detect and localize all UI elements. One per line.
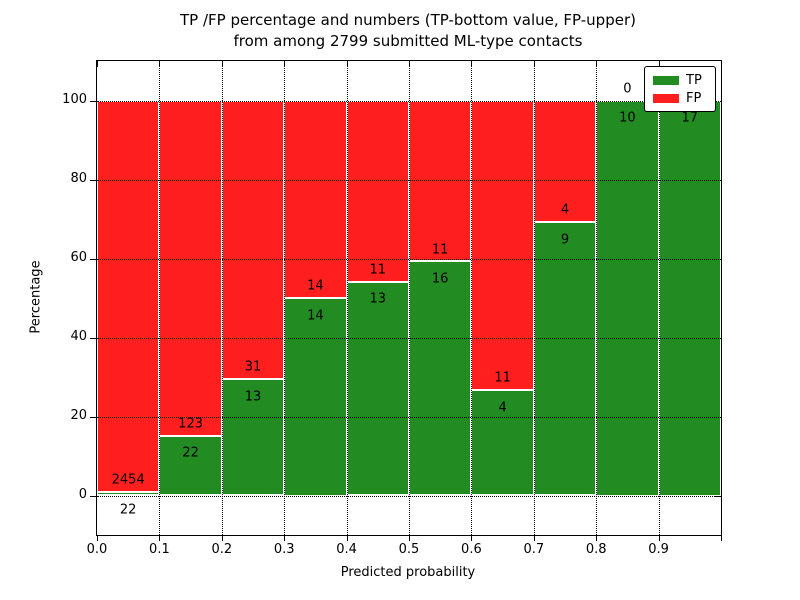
bar-count-label-tp: 14: [307, 308, 324, 324]
bar-segment-tp: [284, 298, 347, 496]
y-axis-label: Percentage: [28, 260, 44, 334]
bar-segment-fp: [346, 100, 409, 282]
bar-segment-tp: [346, 281, 409, 496]
bar-count-label-fp: 11: [431, 242, 449, 258]
bar-segment-tp: [221, 378, 285, 496]
chart-title-line-2: from among 2799 submitted ML-type contac…: [233, 32, 583, 50]
legend-swatch-fp-icon: [653, 93, 679, 103]
bar-count-label-tp: 13: [369, 291, 387, 307]
bar-segment-tp: [159, 435, 222, 496]
x-gridline: [159, 61, 161, 535]
x-tick-mark: [721, 61, 722, 67]
bar-count-label-tp: 22: [119, 502, 137, 518]
legend-label-tp: TP: [686, 72, 702, 88]
bar-count-label-tp: 9: [560, 232, 570, 248]
legend-swatch-tp-icon: [653, 75, 679, 85]
bar-segment-tp: [658, 100, 721, 496]
x-tick-label: 0.3: [273, 542, 295, 557]
bar-segment-fp: [284, 100, 347, 298]
x-tick-label: 0.9: [648, 542, 669, 557]
x-tick-label: 0.7: [523, 542, 545, 557]
bar-count-label-fp: 31: [244, 359, 262, 375]
x-tick-mark: [346, 535, 348, 541]
bar-count-label-tp: 22: [182, 445, 199, 461]
bar-count-label-tp: 16: [431, 271, 449, 287]
x-gridline: [346, 61, 348, 535]
x-tick-mark: [409, 535, 410, 541]
x-tick-mark: [97, 61, 98, 67]
x-tick-mark: [471, 535, 473, 541]
x-tick-label: 0.6: [461, 542, 482, 557]
y-tick-mark: [90, 416, 96, 418]
bar-segment-tp: [596, 100, 659, 496]
bar-segment-tp: [409, 261, 472, 496]
bar-count-label-fp: 11: [494, 370, 511, 386]
bar-count-label-tp: 13: [244, 389, 262, 405]
x-tick-label: 0.8: [585, 542, 607, 557]
bar-count-label-fp: 11: [369, 262, 387, 278]
bar-count-label-fp: 2454: [111, 472, 145, 488]
y-tick-mark: [90, 179, 96, 181]
x-tick-label: 0.1: [149, 542, 170, 557]
x-gridline: [221, 61, 223, 535]
bar-segment-fp: [533, 100, 597, 223]
x-axis-label: Predicted probability: [340, 565, 476, 580]
bar-segment-tp: [471, 390, 534, 496]
legend: TP FP: [644, 66, 716, 112]
x-gridline: [596, 61, 598, 535]
legend-item-fp: FP: [653, 92, 707, 105]
bar-count-label-tp: 10: [619, 110, 636, 126]
y-tick-label: 80: [70, 171, 87, 186]
x-tick-label: 0.0: [86, 542, 108, 557]
y-tick-mark: [90, 337, 96, 339]
y-tick-label: 60: [70, 250, 87, 265]
x-gridline: [658, 61, 660, 535]
x-tick-mark: [284, 535, 286, 541]
bar-count-label-tp: 4: [498, 400, 507, 416]
x-tick-mark: [97, 535, 98, 541]
y-tick-label: 0: [78, 487, 87, 502]
bar-count-label-fp: 14: [307, 278, 324, 294]
legend-item-tp: TP: [653, 74, 707, 87]
y-tick-mark: [90, 258, 96, 260]
x-gridline: [284, 61, 286, 535]
x-tick-mark: [533, 535, 535, 541]
bar-segment-fp: [409, 100, 472, 262]
bar-count-label-tp: 17: [681, 110, 699, 126]
plot-area: 0.0 0.1 0.2 0.3 0.4 0.5 0.6 0.7 0.8 0.9 0 20 40 60 80 1…: [62, 60, 722, 557]
y-tick-mark: [90, 100, 96, 102]
x-tick-mark: [159, 535, 161, 541]
x-tick-mark: [221, 535, 223, 541]
x-gridline: [409, 61, 410, 535]
bar-count-label-fp: 123: [178, 416, 204, 432]
y-tick-label: 40: [70, 329, 87, 344]
x-tick-label: 0.4: [336, 542, 357, 557]
x-gridline: [471, 61, 473, 535]
x-tick-label: 0.2: [211, 542, 233, 557]
y-tick-mark: [90, 495, 96, 497]
chart-title-line-1: TP /FP percentage and numbers (TP-bottom…: [180, 11, 636, 29]
bar-segment-tp: [97, 491, 160, 496]
x-tick-mark: [721, 535, 722, 541]
bar-segment-fp: [97, 100, 160, 492]
x-tick-mark: [658, 535, 660, 541]
y-tick-label: 20: [70, 408, 87, 423]
bar-segment-tp: [533, 222, 597, 496]
x-tick-label: 0.5: [398, 542, 420, 557]
x-gridline: [533, 61, 535, 535]
bar-segment-fp: [471, 100, 534, 391]
bar-count-label-fp: 0: [623, 81, 632, 97]
bar-segment-fp: [159, 100, 222, 436]
y-tick-label: 100: [62, 92, 87, 107]
x-tick-mark: [596, 535, 598, 541]
bar-count-label-fp: 4: [560, 202, 570, 218]
legend-label-fp: FP: [686, 90, 702, 106]
